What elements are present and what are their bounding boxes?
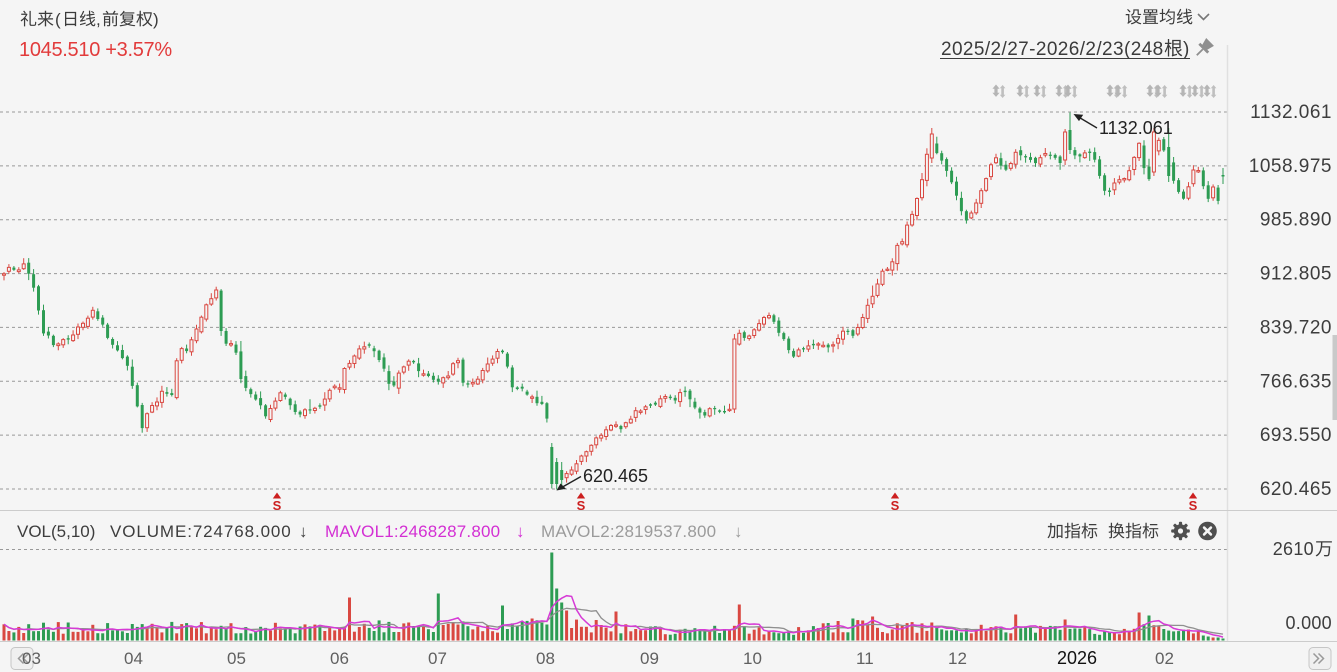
svg-text:(: (	[55, 10, 61, 29]
svg-text:08: 08	[536, 649, 555, 668]
svg-text:2610: 2610	[1273, 539, 1314, 559]
svg-text:1058.975: 1058.975	[1249, 156, 1332, 177]
svg-text:↓: ↓	[734, 522, 743, 541]
svg-text:912.805: 912.805	[1260, 264, 1332, 285]
svg-text:2025/2/27-2026/2/23(248: 2025/2/27-2026/2/23(248	[941, 39, 1164, 60]
svg-text:07: 07	[428, 649, 447, 668]
svg-text:0.000: 0.000	[1285, 613, 1332, 633]
svg-text:09: 09	[640, 649, 659, 668]
svg-text:MAVOL1:2468287.800: MAVOL1:2468287.800	[325, 522, 500, 541]
svg-text:11: 11	[856, 649, 874, 668]
svg-text:): )	[1183, 39, 1189, 60]
svg-text:985.890: 985.890	[1260, 210, 1332, 231]
svg-text:1045.510 +3.57%: 1045.510 +3.57%	[19, 39, 172, 61]
svg-text:S: S	[1189, 498, 1198, 513]
svg-text:,: ,	[96, 10, 101, 29]
svg-text:766.635: 766.635	[1260, 371, 1332, 392]
svg-text:06: 06	[330, 649, 349, 668]
svg-text:VOLUME:724768.000: VOLUME:724768.000	[110, 522, 292, 541]
svg-text:S: S	[891, 498, 900, 513]
svg-text:): )	[153, 10, 159, 29]
svg-text:10: 10	[743, 649, 762, 668]
svg-text:03: 03	[22, 649, 41, 668]
svg-text:620.465: 620.465	[1260, 479, 1332, 500]
svg-text:↓: ↓	[299, 522, 308, 541]
svg-text:12: 12	[948, 649, 967, 668]
svg-text:S: S	[577, 498, 586, 513]
svg-text:VOL(5,10): VOL(5,10)	[17, 522, 95, 541]
svg-text:1132.061: 1132.061	[1250, 102, 1332, 123]
svg-text:MAVOL2:2819537.800: MAVOL2:2819537.800	[541, 522, 716, 541]
svg-text:1132.061: 1132.061	[1099, 118, 1173, 138]
svg-text:620.465: 620.465	[583, 466, 648, 486]
svg-text:02: 02	[1155, 649, 1174, 668]
svg-text:2026: 2026	[1057, 648, 1097, 668]
svg-text:↓: ↓	[516, 522, 525, 541]
svg-text:05: 05	[227, 649, 246, 668]
svg-text:04: 04	[124, 649, 143, 668]
svg-text:S: S	[273, 498, 282, 513]
svg-text:693.550: 693.550	[1260, 425, 1332, 446]
svg-text:839.720: 839.720	[1260, 317, 1332, 338]
